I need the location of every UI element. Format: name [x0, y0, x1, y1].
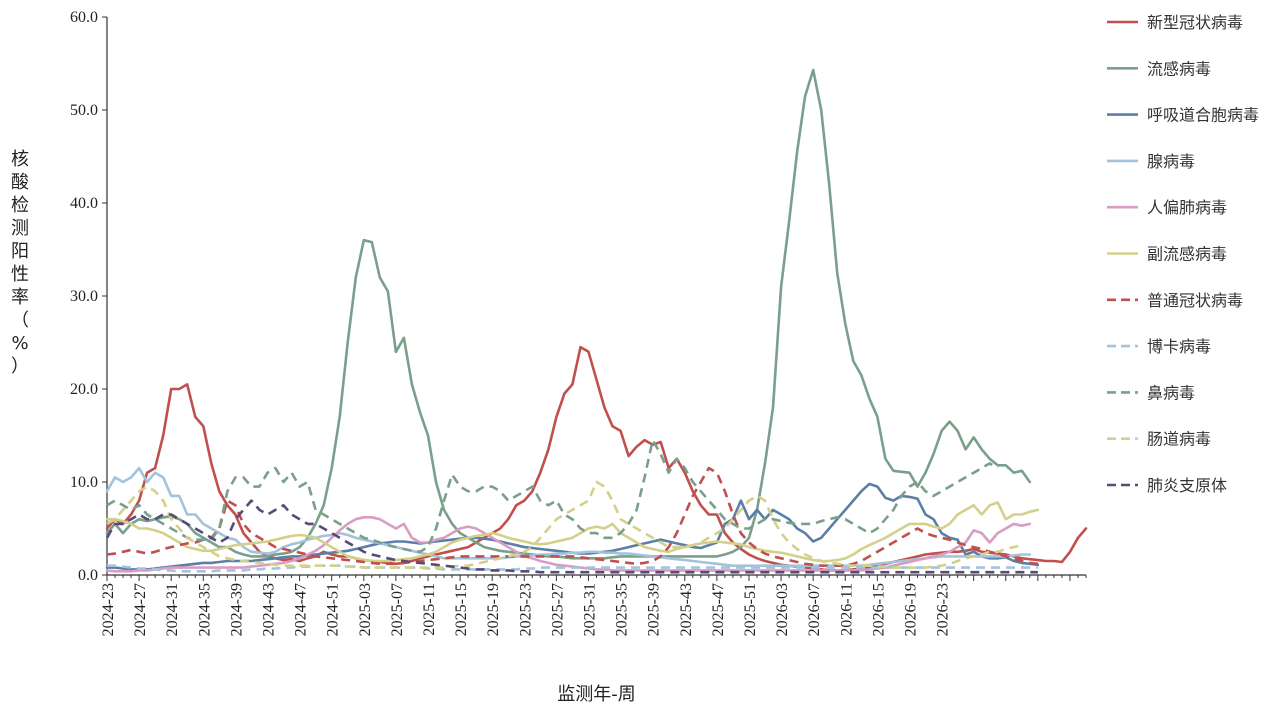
- y-tick-label: 0.0: [78, 567, 98, 584]
- x-tick-label: 2024-35: [196, 583, 213, 636]
- x-tick-label: 2025-39: [646, 583, 663, 636]
- x-tick-label: 2024-23: [100, 583, 117, 636]
- legend-label: 副流感病毒: [1147, 245, 1227, 264]
- y-axis-label: 核酸检测阳性率（%）: [11, 149, 29, 377]
- x-tick-label: 2026-11: [838, 583, 855, 636]
- legend-label: 鼻病毒: [1147, 383, 1195, 402]
- x-axis-label: 监测年-周: [557, 684, 636, 705]
- y-tick-label: 60.0: [70, 9, 98, 26]
- x-tick-label: 2025-15: [453, 583, 470, 636]
- x-tick-label: 2026-15: [870, 583, 887, 636]
- chart-axes: 0.0 10.0 20.0 30.0 40.0 50.0 60.0 2024-23 2024-2…: [70, 9, 1087, 636]
- x-tick-label: 2024-43: [260, 583, 277, 636]
- series-line-9: [106, 480, 1023, 569]
- y-tick-label: 30.0: [70, 288, 98, 305]
- legend-label: 肺炎支原体: [1147, 476, 1227, 495]
- x-tick-label: 2025-07: [389, 583, 406, 636]
- x-tick-label: 2025-51: [742, 583, 759, 636]
- legend-label: 腺病毒: [1147, 152, 1195, 171]
- x-tick-label: 2024-27: [132, 583, 149, 636]
- series-line-8: [106, 438, 999, 554]
- x-tick-label: 2024-51: [325, 583, 342, 636]
- y-tick-label: 50.0: [70, 102, 98, 119]
- legend-label: 新型冠状病毒: [1147, 13, 1243, 32]
- x-tick-label: 2025-23: [517, 583, 534, 636]
- series-line-10: [105, 499, 1038, 574]
- y-tick-label: 40.0: [70, 195, 98, 212]
- series-line-5: [105, 501, 1040, 563]
- x-tick-label: 2026-03: [774, 583, 791, 636]
- legend-label: 流感病毒: [1147, 59, 1211, 78]
- series-line-3: [105, 466, 1032, 567]
- series-line-1: [105, 68, 1032, 560]
- x-tick-label: 2025-19: [485, 583, 502, 636]
- legend-label: 普通冠状病毒: [1147, 291, 1243, 310]
- x-tick-label: 2025-31: [581, 583, 598, 636]
- legend-label: 人偏肺病毒: [1147, 198, 1227, 217]
- chart-legend: 新型冠状病毒流感病毒呼吸道合胞病毒腺病毒人偏肺病毒副流感病毒普通冠状病毒博卡病毒…: [1107, 13, 1259, 495]
- chart-series: [105, 68, 1088, 574]
- x-tick-label: 2025-43: [678, 583, 695, 636]
- x-tick-label: 2026-23: [935, 583, 952, 636]
- y-tick-label: 20.0: [70, 381, 98, 398]
- x-tick-label: 2024-47: [293, 583, 310, 636]
- legend-label: 肠道病毒: [1147, 430, 1211, 449]
- legend-label: 呼吸道合胞病毒: [1147, 106, 1259, 125]
- x-tick-label: 2025-35: [614, 583, 631, 636]
- series-line-0: [105, 345, 1088, 572]
- x-tick-label: 2025-47: [710, 583, 727, 636]
- series-line-7: [107, 564, 1038, 573]
- x-tick-label: 2026-07: [806, 583, 823, 636]
- x-tick-label: 2024-39: [228, 583, 245, 636]
- x-tick-label: 2025-27: [549, 583, 566, 636]
- x-tick-label: 2025-03: [357, 583, 374, 636]
- legend-label: 博卡病毒: [1147, 337, 1211, 356]
- x-tick-label: 2025-11: [421, 583, 438, 636]
- series-line-6: [106, 466, 1039, 567]
- y-tick-label: 10.0: [70, 474, 98, 491]
- x-tick-label: 2024-31: [164, 583, 181, 636]
- x-tick-label: 2026-19: [902, 583, 919, 636]
